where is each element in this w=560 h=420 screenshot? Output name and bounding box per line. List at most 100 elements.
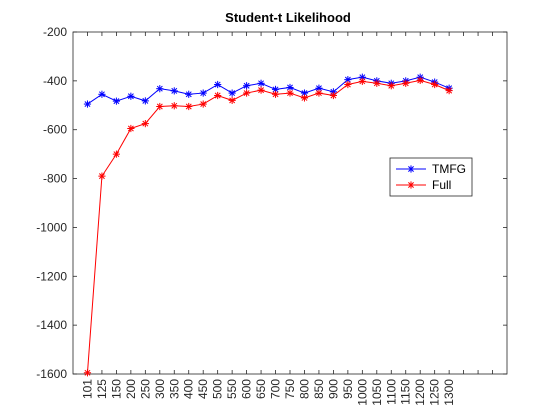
marker-stroke <box>214 81 221 88</box>
x-tick-label: 250 <box>138 379 152 399</box>
series-line-tmfg <box>87 76 450 105</box>
x-tick-label: 150 <box>109 379 123 399</box>
y-tick-label: -400 <box>43 74 67 88</box>
data-point-tmfg <box>228 89 236 97</box>
y-tick-label: -600 <box>43 123 67 137</box>
x-tick-label: 900 <box>326 379 340 399</box>
marker-stroke <box>127 125 134 132</box>
marker-stroke <box>446 87 453 94</box>
marker-stroke <box>431 81 438 88</box>
x-tick-label: 101 <box>80 379 94 399</box>
data-point-full <box>83 369 92 377</box>
data-point-full <box>141 120 149 128</box>
data-point-full <box>373 79 381 87</box>
marker-stroke <box>344 76 351 83</box>
marker-stroke <box>171 87 178 94</box>
x-tick-label: 200 <box>124 379 138 399</box>
marker-stroke <box>84 369 91 376</box>
marker-stroke <box>315 90 322 97</box>
legend-label-full: Full <box>432 178 451 192</box>
marker-stroke <box>142 120 149 127</box>
data-point-full <box>431 80 439 89</box>
data-point-full <box>98 172 106 180</box>
data-point-tmfg <box>170 87 178 95</box>
marker-stroke <box>156 103 163 110</box>
legend: TMFG Full <box>389 157 473 197</box>
marker-stroke <box>272 91 279 98</box>
marker-stroke <box>185 91 192 98</box>
data-point-full <box>271 90 280 98</box>
data-point-full <box>402 79 410 87</box>
data-point-full <box>127 124 135 133</box>
marker-stroke <box>258 87 265 94</box>
data-point-full <box>416 76 424 84</box>
marker-stroke <box>229 97 236 104</box>
x-tick-label: 300 <box>153 379 167 399</box>
data-point-full <box>445 87 453 95</box>
data-point-full <box>243 89 251 97</box>
data-point-full <box>156 102 164 111</box>
y-tick-label: -1400 <box>36 318 67 332</box>
marker-stroke <box>287 84 293 91</box>
x-tick-label: 800 <box>297 379 311 399</box>
data-point-tmfg <box>257 79 265 87</box>
series-tmfg <box>83 73 453 108</box>
marker-stroke <box>229 90 236 97</box>
data-point-tmfg <box>83 100 92 108</box>
data-point-full <box>214 91 222 100</box>
marker-stroke <box>127 93 134 100</box>
y-tick-label: -800 <box>43 172 67 186</box>
x-tick-label: 1000 <box>355 379 369 406</box>
x-tick-label: 600 <box>240 379 254 399</box>
marker-stroke <box>287 90 293 97</box>
marker-stroke <box>113 151 120 158</box>
data-point-tmfg <box>185 90 193 98</box>
marker-stroke <box>243 90 250 97</box>
data-point-tmfg <box>300 89 309 97</box>
data-point-full <box>344 80 352 89</box>
legend-marker-full <box>407 181 415 189</box>
x-tick-label: 125 <box>95 379 109 399</box>
data-point-full <box>170 102 178 110</box>
marker-stroke <box>156 85 163 92</box>
data-point-full <box>185 102 193 111</box>
x-tick-label: 700 <box>269 379 283 399</box>
data-point-full <box>315 89 323 97</box>
x-tick-label: 1050 <box>370 379 384 406</box>
legend-box <box>389 157 473 197</box>
y-tick-label: -1200 <box>36 269 67 283</box>
data-point-tmfg <box>243 82 251 90</box>
legend-marker-tmfg <box>407 165 415 173</box>
x-tick-label: 950 <box>341 379 355 399</box>
marker-stroke <box>388 82 395 89</box>
legend-label-tmfg: TMFG <box>432 162 466 176</box>
x-tick-label: 550 <box>225 379 239 399</box>
data-point-full <box>286 89 294 97</box>
x-tick-label: 500 <box>211 379 225 399</box>
data-point-full <box>387 82 395 90</box>
marker-stroke <box>98 91 105 98</box>
marker-stroke <box>142 97 149 104</box>
data-point-full <box>358 77 366 85</box>
data-point-tmfg <box>156 85 164 93</box>
marker-stroke <box>344 81 351 88</box>
data-point-tmfg <box>315 84 323 92</box>
data-point-tmfg <box>127 92 135 100</box>
chart-title: Student-t Likelihood <box>225 10 351 25</box>
marker-stroke <box>200 101 207 108</box>
marker-stroke <box>359 78 366 85</box>
x-tick-label: 650 <box>254 379 268 399</box>
data-point-full <box>257 86 265 94</box>
marker-stroke <box>243 82 250 89</box>
legend-entry-full: Full <box>396 178 451 192</box>
y-tick-label: -1000 <box>36 220 67 234</box>
marker-stroke <box>417 77 424 84</box>
data-point-tmfg <box>141 97 149 105</box>
marker-stroke <box>98 173 105 180</box>
marker-stroke <box>330 92 337 99</box>
x-tick-label: 400 <box>182 379 196 399</box>
series-lines <box>83 73 453 377</box>
legend-entry-tmfg: TMFG <box>396 162 466 176</box>
